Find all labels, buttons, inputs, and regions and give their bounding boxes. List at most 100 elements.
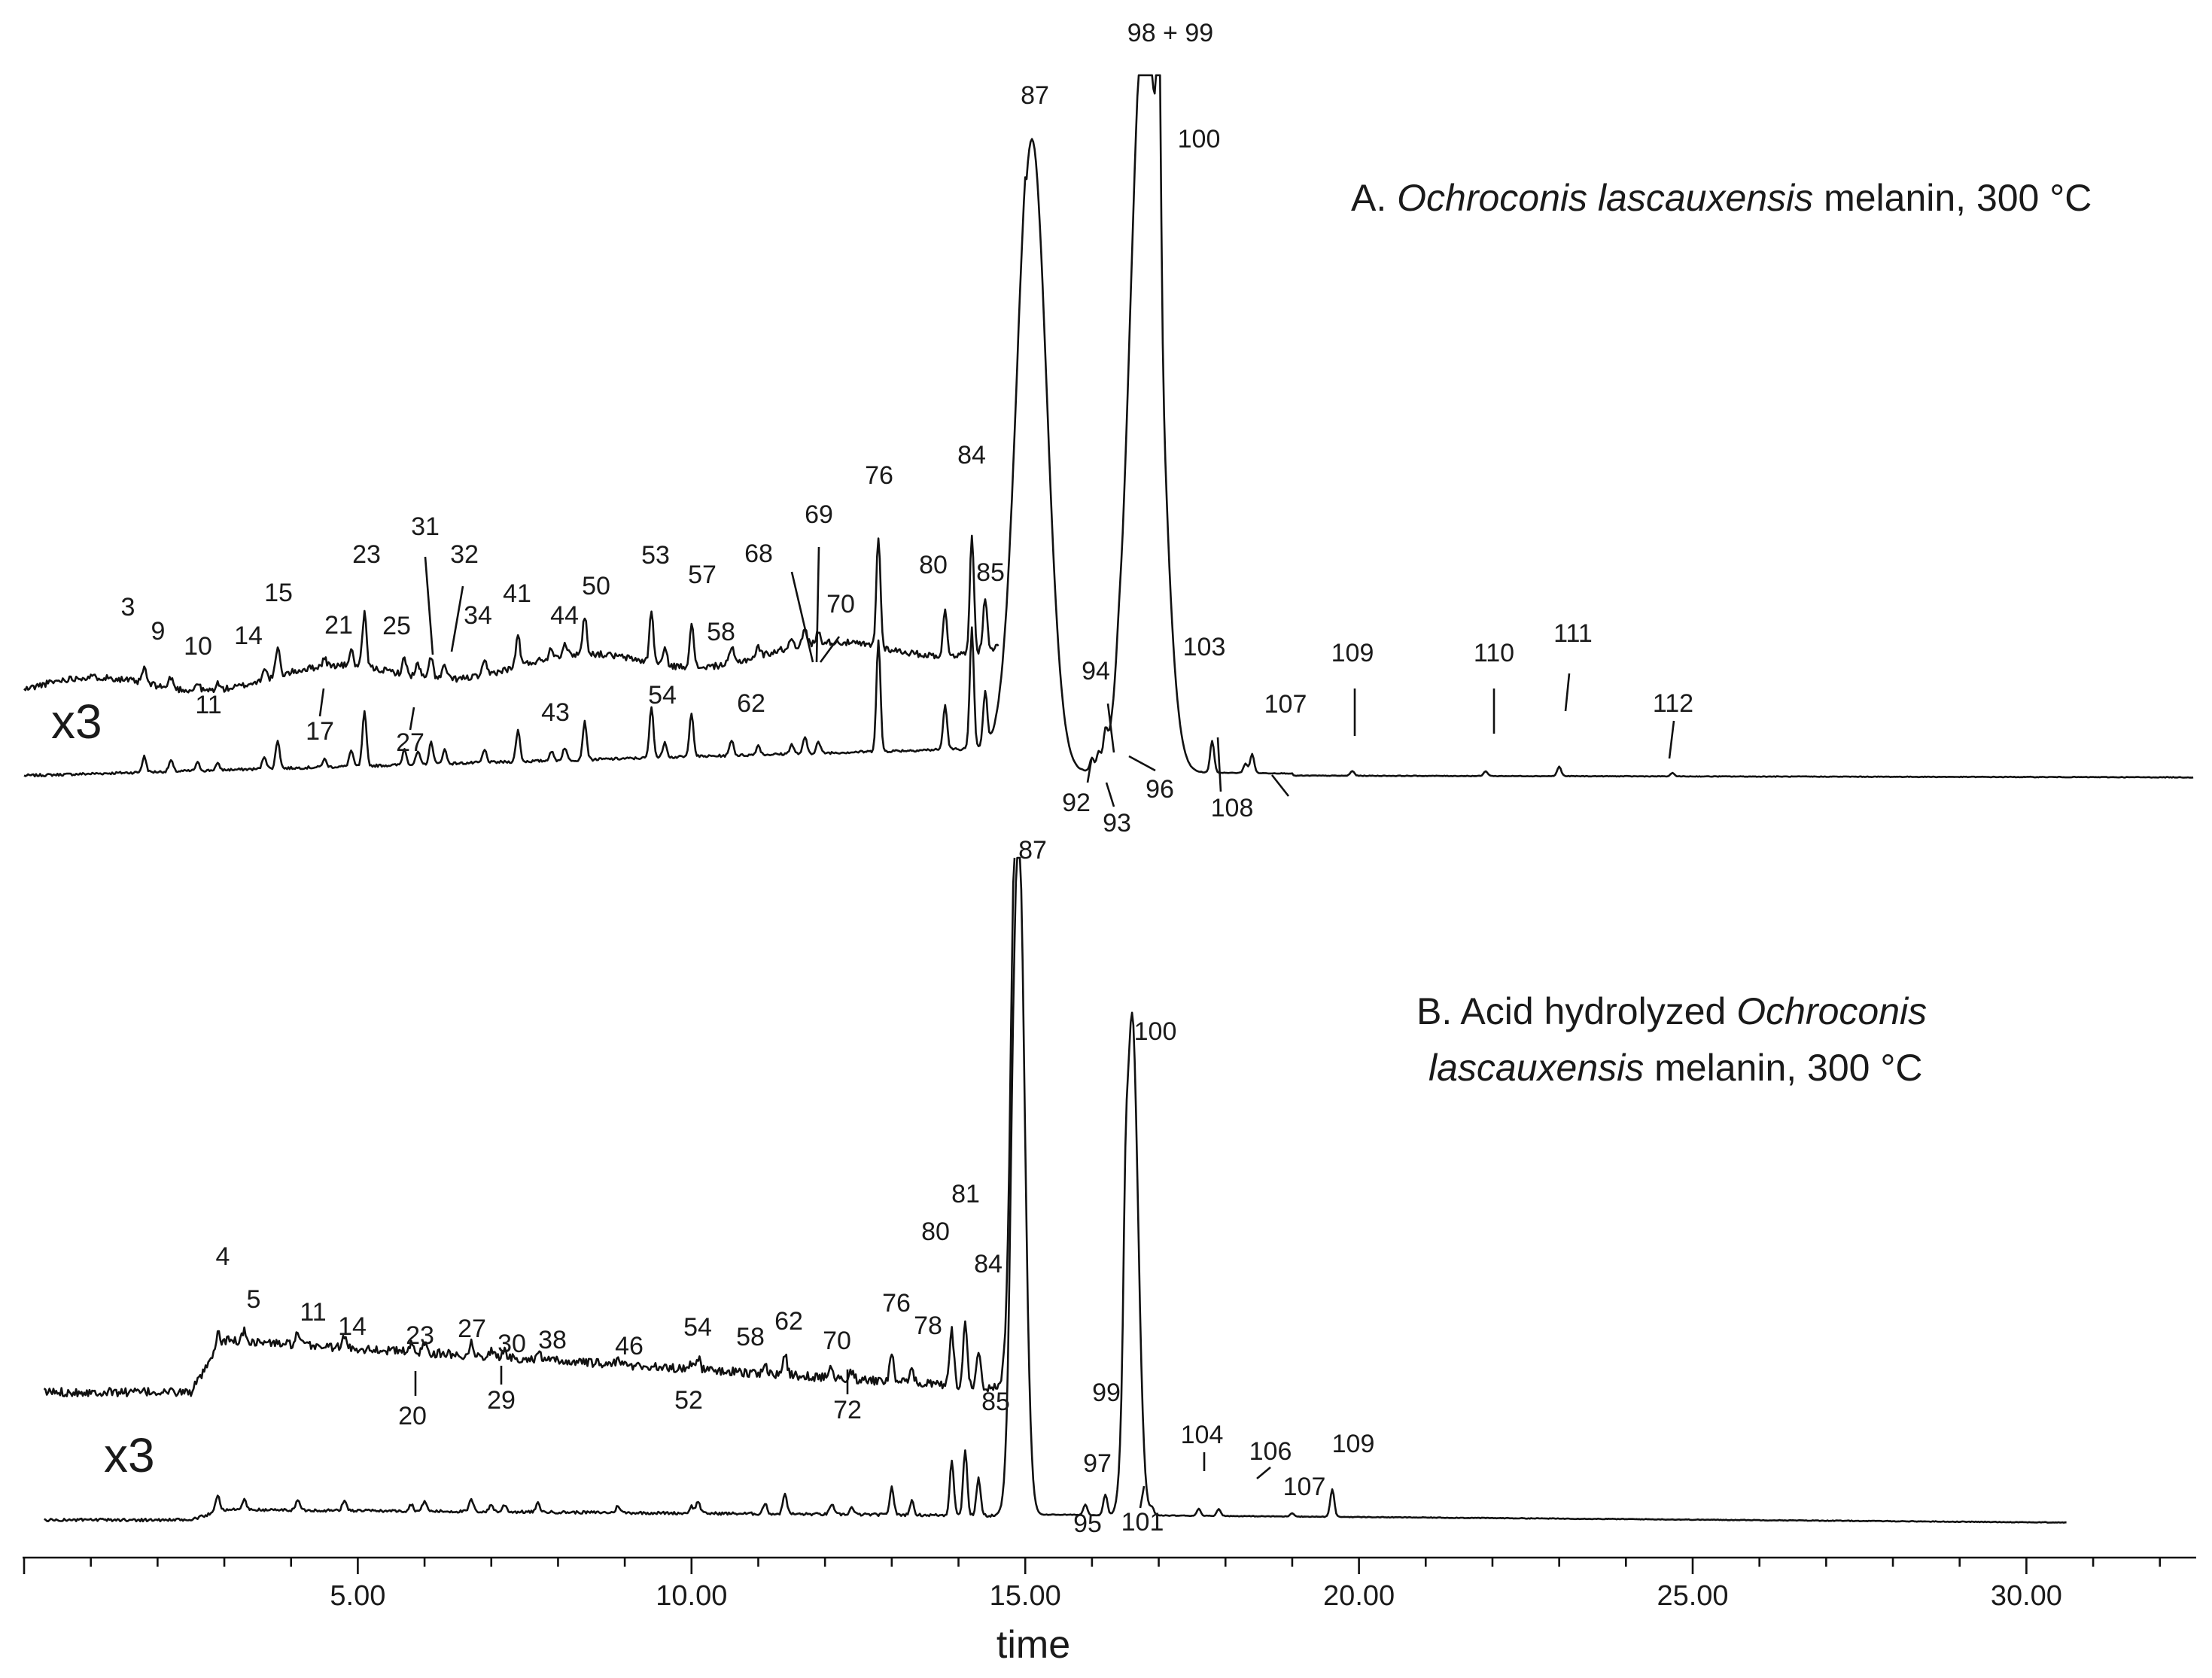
peak-label-b-106: 106 xyxy=(1249,1437,1292,1466)
peak-label-a-96: 96 xyxy=(1146,775,1174,804)
peak-leader-line xyxy=(1139,1485,1146,1509)
peak-label-a-112: 112 xyxy=(1653,689,1693,718)
peak-labels: 3910111415172123252731323441434450535457… xyxy=(121,19,1694,1538)
peak-leader-line xyxy=(1256,1467,1271,1479)
peak-leader-line xyxy=(1105,782,1115,807)
peak-label-a-17: 17 xyxy=(306,717,334,746)
trace-a-full xyxy=(23,74,2194,779)
peak-leader-line xyxy=(1128,755,1156,772)
peak-leader-line xyxy=(1270,774,1290,797)
panel-a-title: A. Ochroconis lascauxensis melanin, 300 … xyxy=(1351,177,2092,219)
peak-label-b-99: 99 xyxy=(1092,1379,1121,1407)
peak-label-a-50: 50 xyxy=(582,572,610,600)
x-axis-label: time xyxy=(996,1623,1070,1667)
panel-b-title-line1: B. Acid hydrolyzed Ochroconis xyxy=(1416,990,1927,1032)
peak-label-b-29: 29 xyxy=(487,1386,516,1415)
trace-b-x3 xyxy=(43,857,1016,1397)
peak-label-a-58: 58 xyxy=(707,618,735,646)
peak-label-b-104: 104 xyxy=(1181,1421,1224,1449)
x-axis: 5.00 10.00 15.00 20.00 25.00 30.00 xyxy=(23,1556,2196,1612)
peak-label-a-80: 80 xyxy=(919,551,948,579)
peak-label-a-87: 87 xyxy=(1021,81,1049,110)
peak-label-a-68: 68 xyxy=(744,540,773,568)
peak-label-b-46: 46 xyxy=(615,1332,644,1360)
peak-label-a-76: 76 xyxy=(865,461,893,490)
peak-leader-line xyxy=(1106,703,1115,753)
x-tick-label: 15.00 xyxy=(990,1580,1061,1612)
peak-label-a-107: 107 xyxy=(1264,690,1307,719)
panel-a-scale-label: x3 xyxy=(51,695,102,749)
peak-label-b-85: 85 xyxy=(981,1388,1010,1416)
peak-label-a-43: 43 xyxy=(541,698,570,727)
peak-label-a-69: 69 xyxy=(805,500,833,529)
peak-label-a-93: 93 xyxy=(1103,809,1131,837)
x-tick-label: 10.00 xyxy=(656,1580,727,1612)
peak-label-a-92: 92 xyxy=(1062,789,1091,817)
peak-label-a-70: 70 xyxy=(826,590,855,619)
panel-b-traces xyxy=(43,856,2067,1524)
peak-label-a-84: 84 xyxy=(957,441,986,470)
peak-label-b-23: 23 xyxy=(406,1321,434,1350)
peak-label-a-25: 25 xyxy=(382,612,411,640)
peak-leader-line xyxy=(424,556,434,655)
x-tick-label: 5.00 xyxy=(330,1580,385,1612)
peak-label-b-5: 5 xyxy=(247,1285,261,1314)
peak-label-a-10: 10 xyxy=(184,632,212,661)
peak-label-b-109: 109 xyxy=(1332,1430,1375,1458)
peak-label-b-87: 87 xyxy=(1018,836,1047,865)
peak-label-b-76: 76 xyxy=(882,1289,911,1318)
panel-b-scale-label: x3 xyxy=(104,1428,155,1482)
trace-b-full xyxy=(44,856,2067,1524)
peak-label-b-107: 107 xyxy=(1283,1473,1326,1501)
peak-label-a-41: 41 xyxy=(503,579,531,608)
peak-label-a-111: 111 xyxy=(1553,619,1593,648)
peak-label-a-34: 34 xyxy=(464,601,492,630)
peak-leader-line xyxy=(815,546,820,663)
peak-leader-line xyxy=(1216,737,1222,792)
peak-label-a-53: 53 xyxy=(641,541,670,570)
peak-label-a-15: 15 xyxy=(264,579,293,607)
x-tick-label: 30.00 xyxy=(1991,1580,2062,1612)
peak-label-b-81: 81 xyxy=(951,1180,980,1208)
peak-label-a-85: 85 xyxy=(976,558,1005,587)
peak-label-a-23: 23 xyxy=(352,540,381,569)
peak-label-b-30: 30 xyxy=(497,1330,526,1358)
peak-label-b-4: 4 xyxy=(216,1242,230,1271)
peak-label-b-70: 70 xyxy=(823,1327,851,1355)
x-tick-label: 25.00 xyxy=(1657,1580,1728,1612)
peak-label-b-20: 20 xyxy=(398,1402,427,1430)
peak-label-b-84: 84 xyxy=(974,1250,1003,1278)
peak-leader-lines xyxy=(318,546,1675,1509)
peak-label-a-3: 3 xyxy=(121,593,135,622)
peak-label-a-21: 21 xyxy=(324,611,353,640)
peak-label-a-94: 94 xyxy=(1082,657,1110,685)
peak-label-b-27: 27 xyxy=(458,1315,486,1343)
peak-label-b-97: 97 xyxy=(1083,1449,1112,1478)
peak-leader-line xyxy=(819,636,841,663)
peak-leader-line xyxy=(790,571,814,663)
peak-label-a-9: 9 xyxy=(151,617,166,646)
peak-label-a-62: 62 xyxy=(737,689,765,718)
peak-label-a-11: 11 xyxy=(195,691,221,719)
peak-leader-line xyxy=(450,585,464,652)
peak-label-b-72: 72 xyxy=(833,1396,862,1424)
peak-label-b-54: 54 xyxy=(683,1313,712,1342)
peak-label-a-32: 32 xyxy=(450,540,479,569)
peak-leader-line xyxy=(1564,673,1571,712)
peak-label-b-100: 100 xyxy=(1134,1017,1177,1046)
peak-label-b-38: 38 xyxy=(538,1326,567,1354)
peak-label-b-78: 78 xyxy=(914,1312,942,1340)
peak-label-a-14: 14 xyxy=(234,622,263,650)
x-tick-label: 20.00 xyxy=(1323,1580,1395,1612)
peak-label-b-52: 52 xyxy=(674,1386,703,1415)
peak-label-b-80: 80 xyxy=(921,1217,950,1246)
peak-label-a-31: 31 xyxy=(411,512,440,541)
peak-leader-line xyxy=(1086,759,1093,783)
panel-b-title-line2: lascauxensis melanin, 300 °C xyxy=(1429,1047,1922,1089)
peak-label-a-44: 44 xyxy=(550,601,579,630)
peak-leader-line xyxy=(409,707,415,731)
peak-leader-line xyxy=(318,688,325,717)
peak-label-b-95: 95 xyxy=(1073,1509,1102,1538)
peak-leader-line xyxy=(1668,720,1675,759)
